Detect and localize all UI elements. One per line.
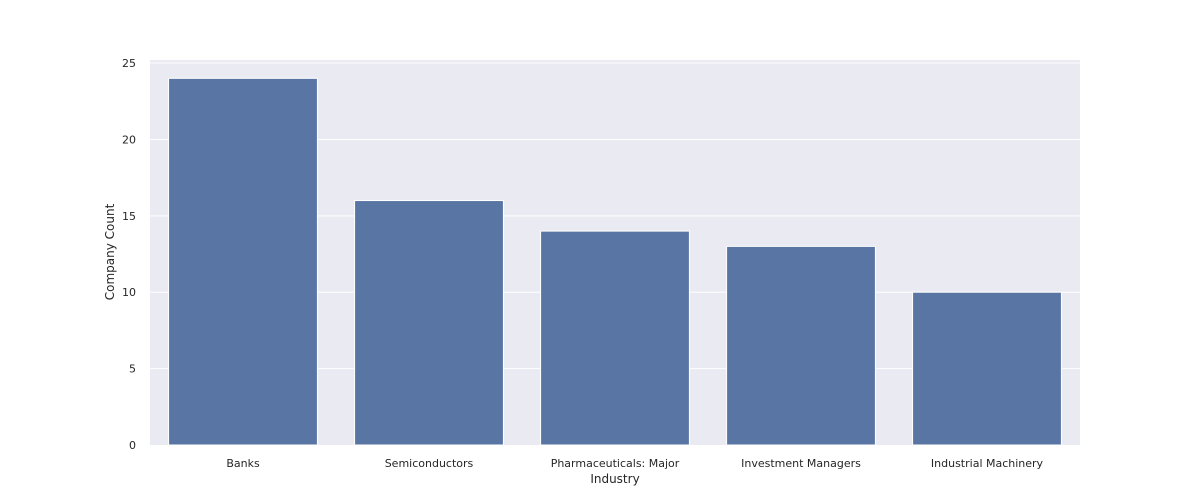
y-tick-label: 5 [129, 363, 136, 376]
x-tick-label: Industrial Machinery [931, 457, 1044, 470]
bar-industrial-machinery [912, 291, 1062, 446]
x-axis-label: Industry [590, 472, 639, 486]
x-tick-label: Semiconductors [385, 457, 474, 470]
bar-pharmaceuticals-major [540, 230, 690, 446]
bar-investment-managers [726, 245, 876, 446]
y-tick-labels: 0 5 10 15 20 25 [122, 57, 136, 452]
y-tick-label: 15 [122, 210, 136, 223]
bars [168, 77, 1062, 446]
y-tick-label: 10 [122, 286, 136, 299]
bar-banks [168, 77, 318, 446]
y-tick-label: 20 [122, 133, 136, 146]
y-tick-label: 25 [122, 57, 136, 70]
y-tick-label: 0 [129, 439, 136, 452]
y-axis-label: Company Count [103, 203, 117, 300]
x-tick-label: Banks [226, 457, 260, 470]
x-tick-label: Pharmaceuticals: Major [551, 457, 680, 470]
x-tick-labels: Banks Semiconductors Pharmaceuticals: Majo… [226, 457, 1043, 470]
x-tick-label: Investment Managers [741, 457, 861, 470]
bar-semiconductors [354, 200, 504, 446]
